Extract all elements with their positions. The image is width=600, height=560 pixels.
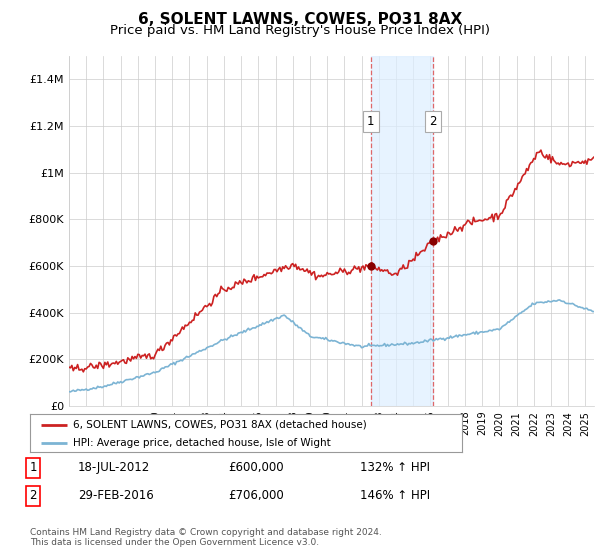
Text: £600,000: £600,000 xyxy=(228,461,284,474)
Text: 2: 2 xyxy=(29,489,37,502)
Text: 6, SOLENT LAWNS, COWES, PO31 8AX (detached house): 6, SOLENT LAWNS, COWES, PO31 8AX (detach… xyxy=(73,419,367,430)
Text: £706,000: £706,000 xyxy=(228,489,284,502)
Text: 1: 1 xyxy=(367,115,374,128)
Text: 1: 1 xyxy=(29,461,37,474)
Text: 18-JUL-2012: 18-JUL-2012 xyxy=(78,461,150,474)
Text: 6, SOLENT LAWNS, COWES, PO31 8AX: 6, SOLENT LAWNS, COWES, PO31 8AX xyxy=(138,12,462,27)
Text: 29-FEB-2016: 29-FEB-2016 xyxy=(78,489,154,502)
Text: 2: 2 xyxy=(430,115,437,128)
Text: 132% ↑ HPI: 132% ↑ HPI xyxy=(360,461,430,474)
Bar xyxy=(371,56,433,406)
Text: HPI: Average price, detached house, Isle of Wight: HPI: Average price, detached house, Isle… xyxy=(73,438,331,448)
Text: 146% ↑ HPI: 146% ↑ HPI xyxy=(360,489,430,502)
Text: Price paid vs. HM Land Registry's House Price Index (HPI): Price paid vs. HM Land Registry's House … xyxy=(110,24,490,36)
Text: Contains HM Land Registry data © Crown copyright and database right 2024.
This d: Contains HM Land Registry data © Crown c… xyxy=(30,528,382,547)
